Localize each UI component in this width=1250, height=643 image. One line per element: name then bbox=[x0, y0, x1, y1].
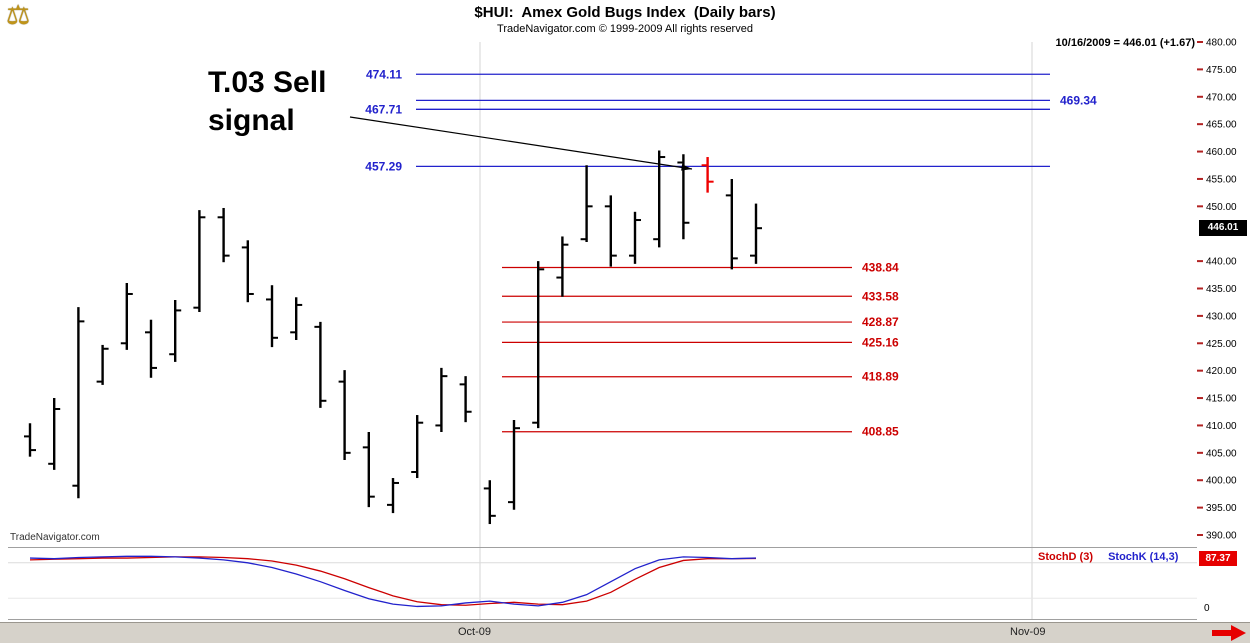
svg-text:405.00: 405.00 bbox=[1206, 448, 1237, 459]
svg-text:455.00: 455.00 bbox=[1206, 174, 1237, 185]
stochd-legend-label: StochD (3) bbox=[1038, 551, 1093, 563]
chart-title: $HUI: Amex Gold Bugs Index (Daily bars) bbox=[474, 4, 776, 21]
svg-text:438.84: 438.84 bbox=[862, 260, 899, 274]
svg-text:450.00: 450.00 bbox=[1206, 202, 1237, 213]
svg-text:469.34: 469.34 bbox=[1060, 93, 1097, 107]
svg-text:395.00: 395.00 bbox=[1206, 503, 1237, 514]
svg-text:440.00: 440.00 bbox=[1206, 257, 1237, 268]
svg-text:470.00: 470.00 bbox=[1206, 92, 1237, 103]
svg-text:475.00: 475.00 bbox=[1206, 65, 1237, 76]
scales-logo-icon: ⚖ bbox=[6, 0, 31, 30]
svg-text:433.58: 433.58 bbox=[862, 289, 899, 303]
svg-text:425.16: 425.16 bbox=[862, 335, 899, 349]
svg-text:467.71: 467.71 bbox=[365, 102, 402, 116]
svg-text:430.00: 430.00 bbox=[1206, 311, 1237, 322]
current-price-box: 446.01 bbox=[1199, 220, 1247, 236]
svg-text:460.00: 460.00 bbox=[1206, 147, 1237, 158]
sell-signal-annotation: T.03 Sell signal bbox=[208, 64, 326, 139]
copyright-line: TradeNavigator.com © 1999-2009 All right… bbox=[497, 23, 753, 35]
svg-text:420.00: 420.00 bbox=[1206, 366, 1237, 377]
scroll-right-arrow-icon bbox=[1212, 625, 1246, 641]
svg-text:408.85: 408.85 bbox=[862, 425, 899, 439]
date-label-oct: Oct-09 bbox=[458, 626, 492, 638]
stoch-legend: StochD (3) StochK (14,3) bbox=[1038, 551, 1178, 563]
svg-text:457.29: 457.29 bbox=[365, 159, 402, 173]
svg-text:435.00: 435.00 bbox=[1206, 284, 1237, 295]
svg-text:415.00: 415.00 bbox=[1206, 394, 1237, 405]
watermark-text: TradeNavigator.com bbox=[10, 532, 100, 543]
svg-text:425.00: 425.00 bbox=[1206, 339, 1237, 350]
svg-text:390.00: 390.00 bbox=[1206, 531, 1237, 542]
svg-text:410.00: 410.00 bbox=[1206, 421, 1237, 432]
date-label-nov: Nov-09 bbox=[1010, 626, 1046, 638]
sell-signal-text-line1: T.03 Sell bbox=[208, 66, 327, 99]
last-quote-readout: 10/16/2009 = 446.01 (+1.67) bbox=[1055, 37, 1195, 49]
svg-text:400.00: 400.00 bbox=[1206, 476, 1237, 487]
svg-text:428.87: 428.87 bbox=[862, 315, 899, 329]
sell-signal-text-line2: signal bbox=[208, 103, 295, 137]
stoch-value-box: 87.37 bbox=[1199, 551, 1237, 566]
svg-text:465.00: 465.00 bbox=[1206, 120, 1237, 131]
stochk-legend-label: StochK (14,3) bbox=[1108, 551, 1179, 563]
scroll-right-button[interactable] bbox=[1211, 625, 1247, 641]
svg-text:480.00: 480.00 bbox=[1206, 38, 1237, 49]
stoch-zero-label: 0 bbox=[1204, 603, 1210, 614]
svg-text:418.89: 418.89 bbox=[862, 370, 899, 384]
svg-text:474.11: 474.11 bbox=[366, 67, 402, 81]
date-axis-bar: Oct-09 Nov-09 bbox=[0, 622, 1250, 643]
